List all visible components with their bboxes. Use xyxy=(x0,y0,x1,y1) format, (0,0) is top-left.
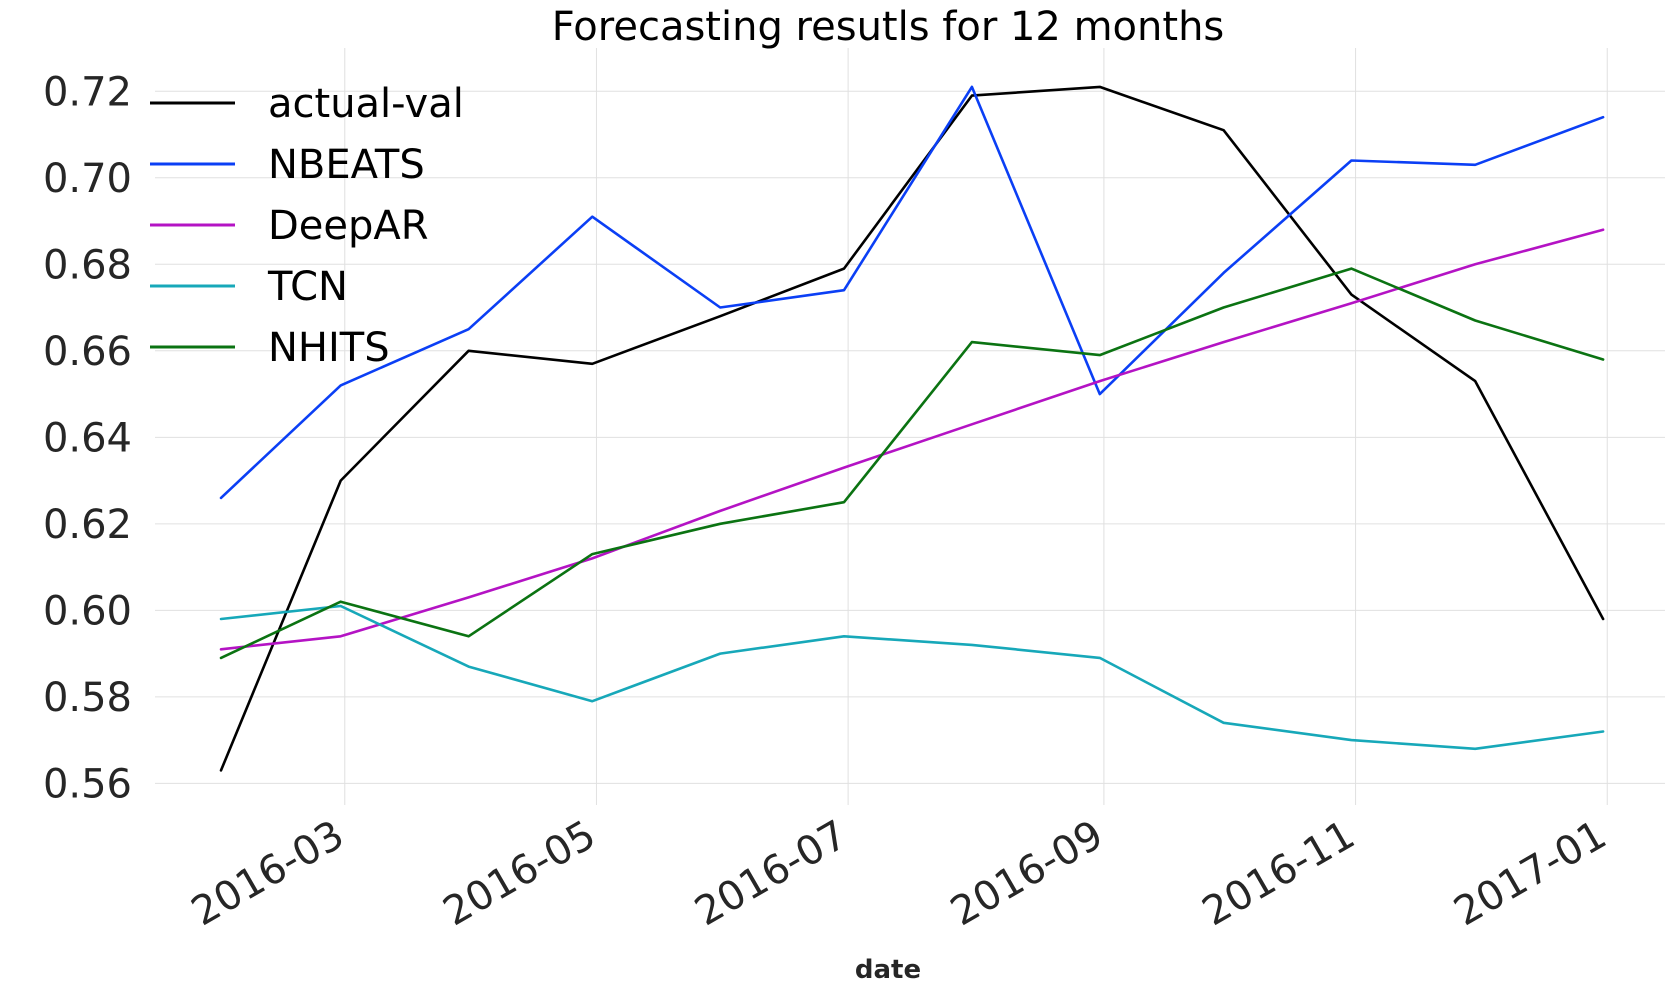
x-gridlines xyxy=(344,48,1608,805)
y-tick-label: 0.72 xyxy=(43,69,132,115)
y-gridlines xyxy=(155,90,1665,784)
legend: actual-val NBEATS DeepAR TCN NHITS xyxy=(150,81,464,371)
y-tick-label: 0.58 xyxy=(43,675,132,721)
legend-label: DeepAR xyxy=(268,203,429,249)
series-line-nbeats xyxy=(219,85,1605,500)
y-tick-label: 0.64 xyxy=(43,415,132,461)
x-tick-label: 2016-07 xyxy=(687,812,855,935)
chart-title: Forecasting resutls for 12 months xyxy=(552,4,1225,50)
x-tick-label: 2017-01 xyxy=(1446,812,1614,935)
series-line-actual-val xyxy=(219,85,1605,772)
y-tick-labels: 0.56 0.58 0.60 0.62 0.64 0.66 0.68 0.70 0.72 xyxy=(43,69,132,807)
legend-label: NHITS xyxy=(268,325,390,371)
series-line-tcn xyxy=(219,604,1605,751)
x-tick-label: 2016-09 xyxy=(943,812,1111,935)
x-tick-label: 2016-11 xyxy=(1195,812,1363,935)
y-tick-label: 0.62 xyxy=(43,502,132,548)
y-tick-label: 0.56 xyxy=(43,761,132,807)
x-tick-label: 2016-03 xyxy=(184,812,352,935)
y-tick-label: 0.68 xyxy=(43,242,132,288)
x-axis-label: date xyxy=(855,955,921,985)
series-lines xyxy=(219,85,1605,772)
series-line-nhits xyxy=(219,267,1605,660)
y-tick-label: 0.66 xyxy=(43,329,132,375)
legend-label: actual-val xyxy=(268,81,464,127)
series-line-deepar xyxy=(219,228,1605,651)
x-tick-label: 2016-05 xyxy=(436,812,604,935)
legend-label: NBEATS xyxy=(268,142,425,188)
y-tick-label: 0.70 xyxy=(43,156,132,202)
y-tick-label: 0.60 xyxy=(43,588,132,634)
x-tick-labels: 2016-03 2016-05 2016-07 2016-09 2016-11 2017-… xyxy=(184,812,1614,935)
legend-label: TCN xyxy=(267,264,348,310)
